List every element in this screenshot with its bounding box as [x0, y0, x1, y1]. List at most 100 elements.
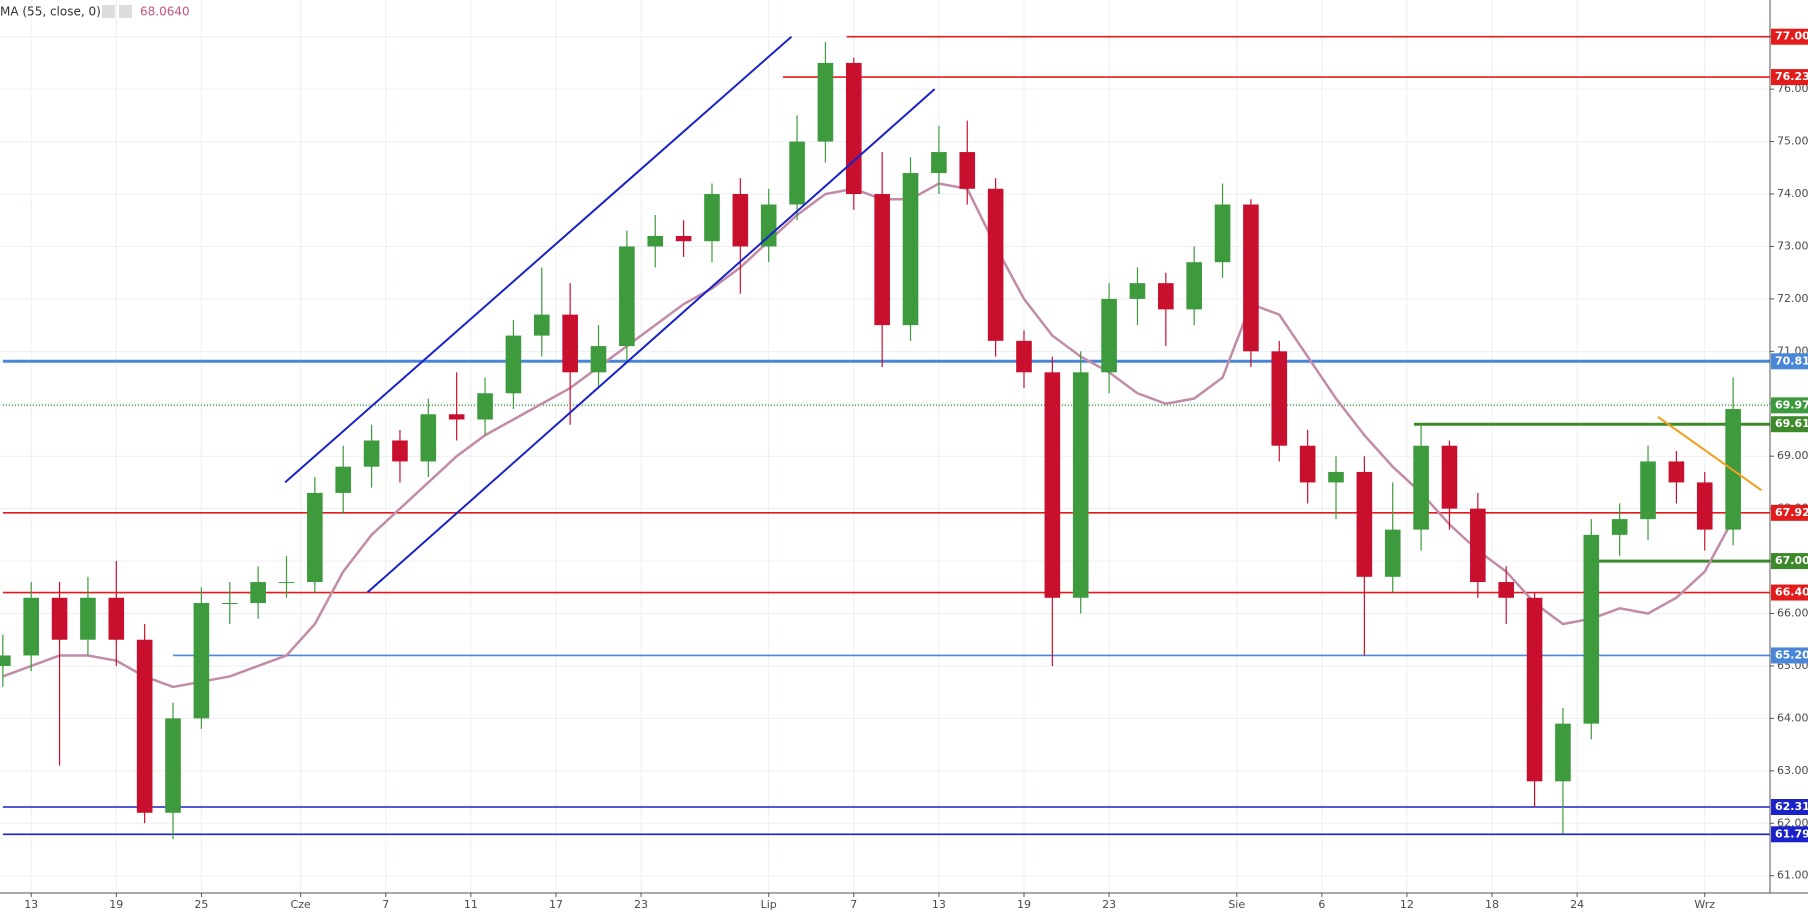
candle-body: [760, 204, 777, 247]
candle-body: [874, 194, 890, 326]
x-tick-label: Sie: [1228, 898, 1245, 911]
candle-body: [931, 152, 947, 174]
grid: [0, 0, 1770, 893]
x-tick-label: 19: [1017, 898, 1031, 911]
candle-body: [1271, 351, 1288, 446]
candle-body: [448, 414, 465, 420]
x-tick-label: 25: [194, 898, 208, 911]
y-tick-label: 61.00: [1777, 869, 1808, 882]
level-label-box: [1771, 504, 1808, 521]
level-label: 67.00: [1775, 554, 1808, 567]
level-label-box: [1771, 647, 1808, 664]
candle-body: [1696, 482, 1713, 530]
candle-body: [789, 141, 805, 205]
x-tick-label: Wrz: [1694, 898, 1715, 911]
candle-body: [562, 314, 578, 373]
candle-body: [732, 194, 749, 247]
candle-body: [1072, 372, 1089, 598]
level-label: 77.00: [1775, 30, 1808, 43]
x-tick-label: 17: [549, 898, 563, 911]
level-label-box: [1771, 799, 1808, 816]
y-tick-label: 72.00: [1777, 292, 1808, 305]
candle-body: [1299, 445, 1316, 483]
legend: MA (55, close, 0) 68.0640: [0, 5, 190, 19]
y-tick-label: 63.00: [1777, 764, 1808, 777]
candle-body: [1158, 283, 1174, 310]
y-tick-label: 64.00: [1777, 711, 1808, 724]
level-label-box: [1771, 553, 1808, 570]
x-tick-label: 23: [1102, 898, 1116, 911]
candle-body: [902, 173, 919, 326]
level-label-box: [1771, 826, 1808, 843]
x-tick-label: 13: [24, 898, 38, 911]
candle-body: [1640, 461, 1656, 520]
candle-body: [221, 603, 238, 605]
x-tick-label: 6: [1318, 898, 1325, 911]
candle-body: [1129, 283, 1146, 299]
candle-body: [987, 188, 1004, 341]
candle-body: [590, 346, 607, 373]
candle-body: [1016, 340, 1032, 373]
settings-icon[interactable]: [102, 5, 115, 18]
level-label: 70.81: [1775, 354, 1808, 367]
candle-body: [817, 62, 834, 142]
level-label: 61.79: [1775, 827, 1808, 840]
y-tick-label: 73.00: [1777, 239, 1808, 252]
candle-body: [165, 718, 181, 813]
candle-body: [1555, 723, 1571, 782]
ma-line: [2, 182, 1735, 689]
candle-body: [675, 235, 692, 242]
candle-body: [1498, 582, 1515, 598]
x-tick-label: 12: [1400, 898, 1414, 911]
x-tick-label: Cze: [291, 898, 311, 911]
level-label: 62.31: [1775, 800, 1808, 813]
level-label-box: [1771, 353, 1808, 370]
candle-body: [1214, 204, 1231, 263]
level-label: 69.61: [1775, 417, 1808, 430]
candle-body: [1413, 445, 1429, 530]
candle-body: [1384, 529, 1401, 577]
x-tick-label: 23: [634, 898, 648, 911]
x-tick-label: 19: [109, 898, 123, 911]
candle-body: [477, 393, 493, 420]
level-label-box: [1771, 69, 1808, 86]
plot: [0, 35, 1763, 839]
candle-body: [619, 246, 635, 347]
candle-body: [278, 582, 295, 584]
indicator-value: 68.0640: [140, 5, 190, 19]
y-tick-label: 74.00: [1777, 187, 1808, 200]
candle-body: [505, 335, 522, 394]
x-tick-label: Lip: [761, 898, 777, 911]
trendline: [366, 88, 936, 594]
candle-body: [533, 314, 550, 336]
level-label-box: [1771, 397, 1808, 414]
candle-body: [1101, 298, 1117, 373]
level-label-box: [1771, 584, 1808, 601]
y-tick-label: 76.00: [1777, 82, 1808, 95]
x-tick-label: 7: [382, 898, 389, 911]
candle-body: [1356, 471, 1373, 577]
candle-body: [1583, 534, 1600, 724]
candle-body: [250, 582, 266, 604]
x-tick-label: 7: [850, 898, 857, 911]
y-tick-label: 69.00: [1777, 449, 1808, 462]
level-label: 67.92: [1775, 506, 1808, 519]
candle-body: [1328, 471, 1344, 483]
candle-body: [647, 235, 664, 247]
close-icon[interactable]: [119, 5, 132, 18]
candle-body: [420, 414, 437, 462]
level-label: 65.20: [1775, 648, 1808, 661]
candle-body: [1470, 508, 1486, 583]
candle-body: [0, 655, 11, 666]
x-tick-label: 11: [464, 898, 478, 911]
candle-body: [845, 62, 862, 195]
y-tick-label: 75.00: [1777, 135, 1808, 148]
level-label-box: [1771, 416, 1808, 433]
candle-body: [704, 194, 720, 242]
candle-body: [335, 466, 352, 493]
x-tick-label: 24: [1570, 898, 1584, 911]
candle-body: [51, 597, 68, 640]
